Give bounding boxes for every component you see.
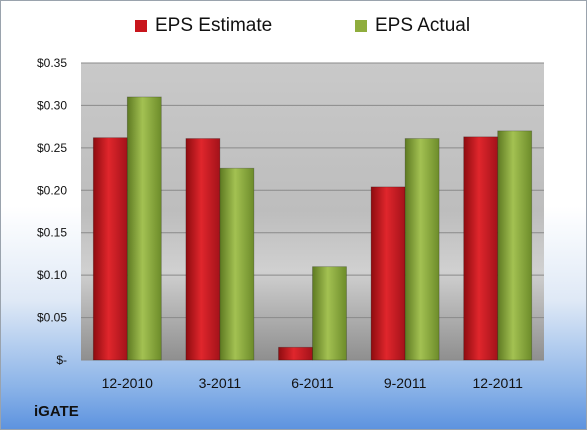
legend-swatch-estimate <box>135 20 147 32</box>
y-tick-label: $0.30 <box>37 98 67 112</box>
bar-eps-estimate <box>92 137 128 361</box>
y-tick-label: $0.35 <box>37 56 67 70</box>
y-tick-label: $0.25 <box>37 141 67 155</box>
bar-eps-actual <box>219 167 255 361</box>
y-tick-label: $- <box>56 353 67 367</box>
legend-label-actual: EPS Actual <box>375 15 471 36</box>
bar-eps-actual <box>126 96 162 361</box>
bar-eps-actual <box>312 266 347 361</box>
x-tick-label: 6-2011 <box>291 375 334 391</box>
x-tick-label: 9-2011 <box>384 375 427 391</box>
x-tick-label: 3-2011 <box>199 375 242 391</box>
bar-eps-estimate <box>370 186 406 361</box>
y-tick-label: $0.05 <box>37 311 67 325</box>
x-tick-label: 12-2010 <box>102 375 154 391</box>
legend-item-actual: EPS Actual <box>355 15 470 37</box>
legend: EPS Estimate EPS Actual <box>1 15 586 41</box>
legend-label-estimate: EPS Estimate <box>155 15 273 36</box>
y-tick-label: $0.20 <box>37 183 67 197</box>
bar-eps-estimate <box>463 136 499 361</box>
legend-item-estimate: EPS Estimate <box>135 15 272 37</box>
company-label: iGATE <box>34 403 79 420</box>
bar-eps-actual <box>497 130 533 361</box>
y-tick-label: $0.15 <box>37 226 67 240</box>
x-tick-label: 12-2011 <box>473 375 524 391</box>
legend-swatch-actual <box>355 20 367 32</box>
bar-eps-actual <box>404 138 440 361</box>
bar-eps-estimate <box>185 138 221 361</box>
y-tick-label: $0.10 <box>37 268 67 282</box>
bar-eps-estimate <box>278 346 313 361</box>
